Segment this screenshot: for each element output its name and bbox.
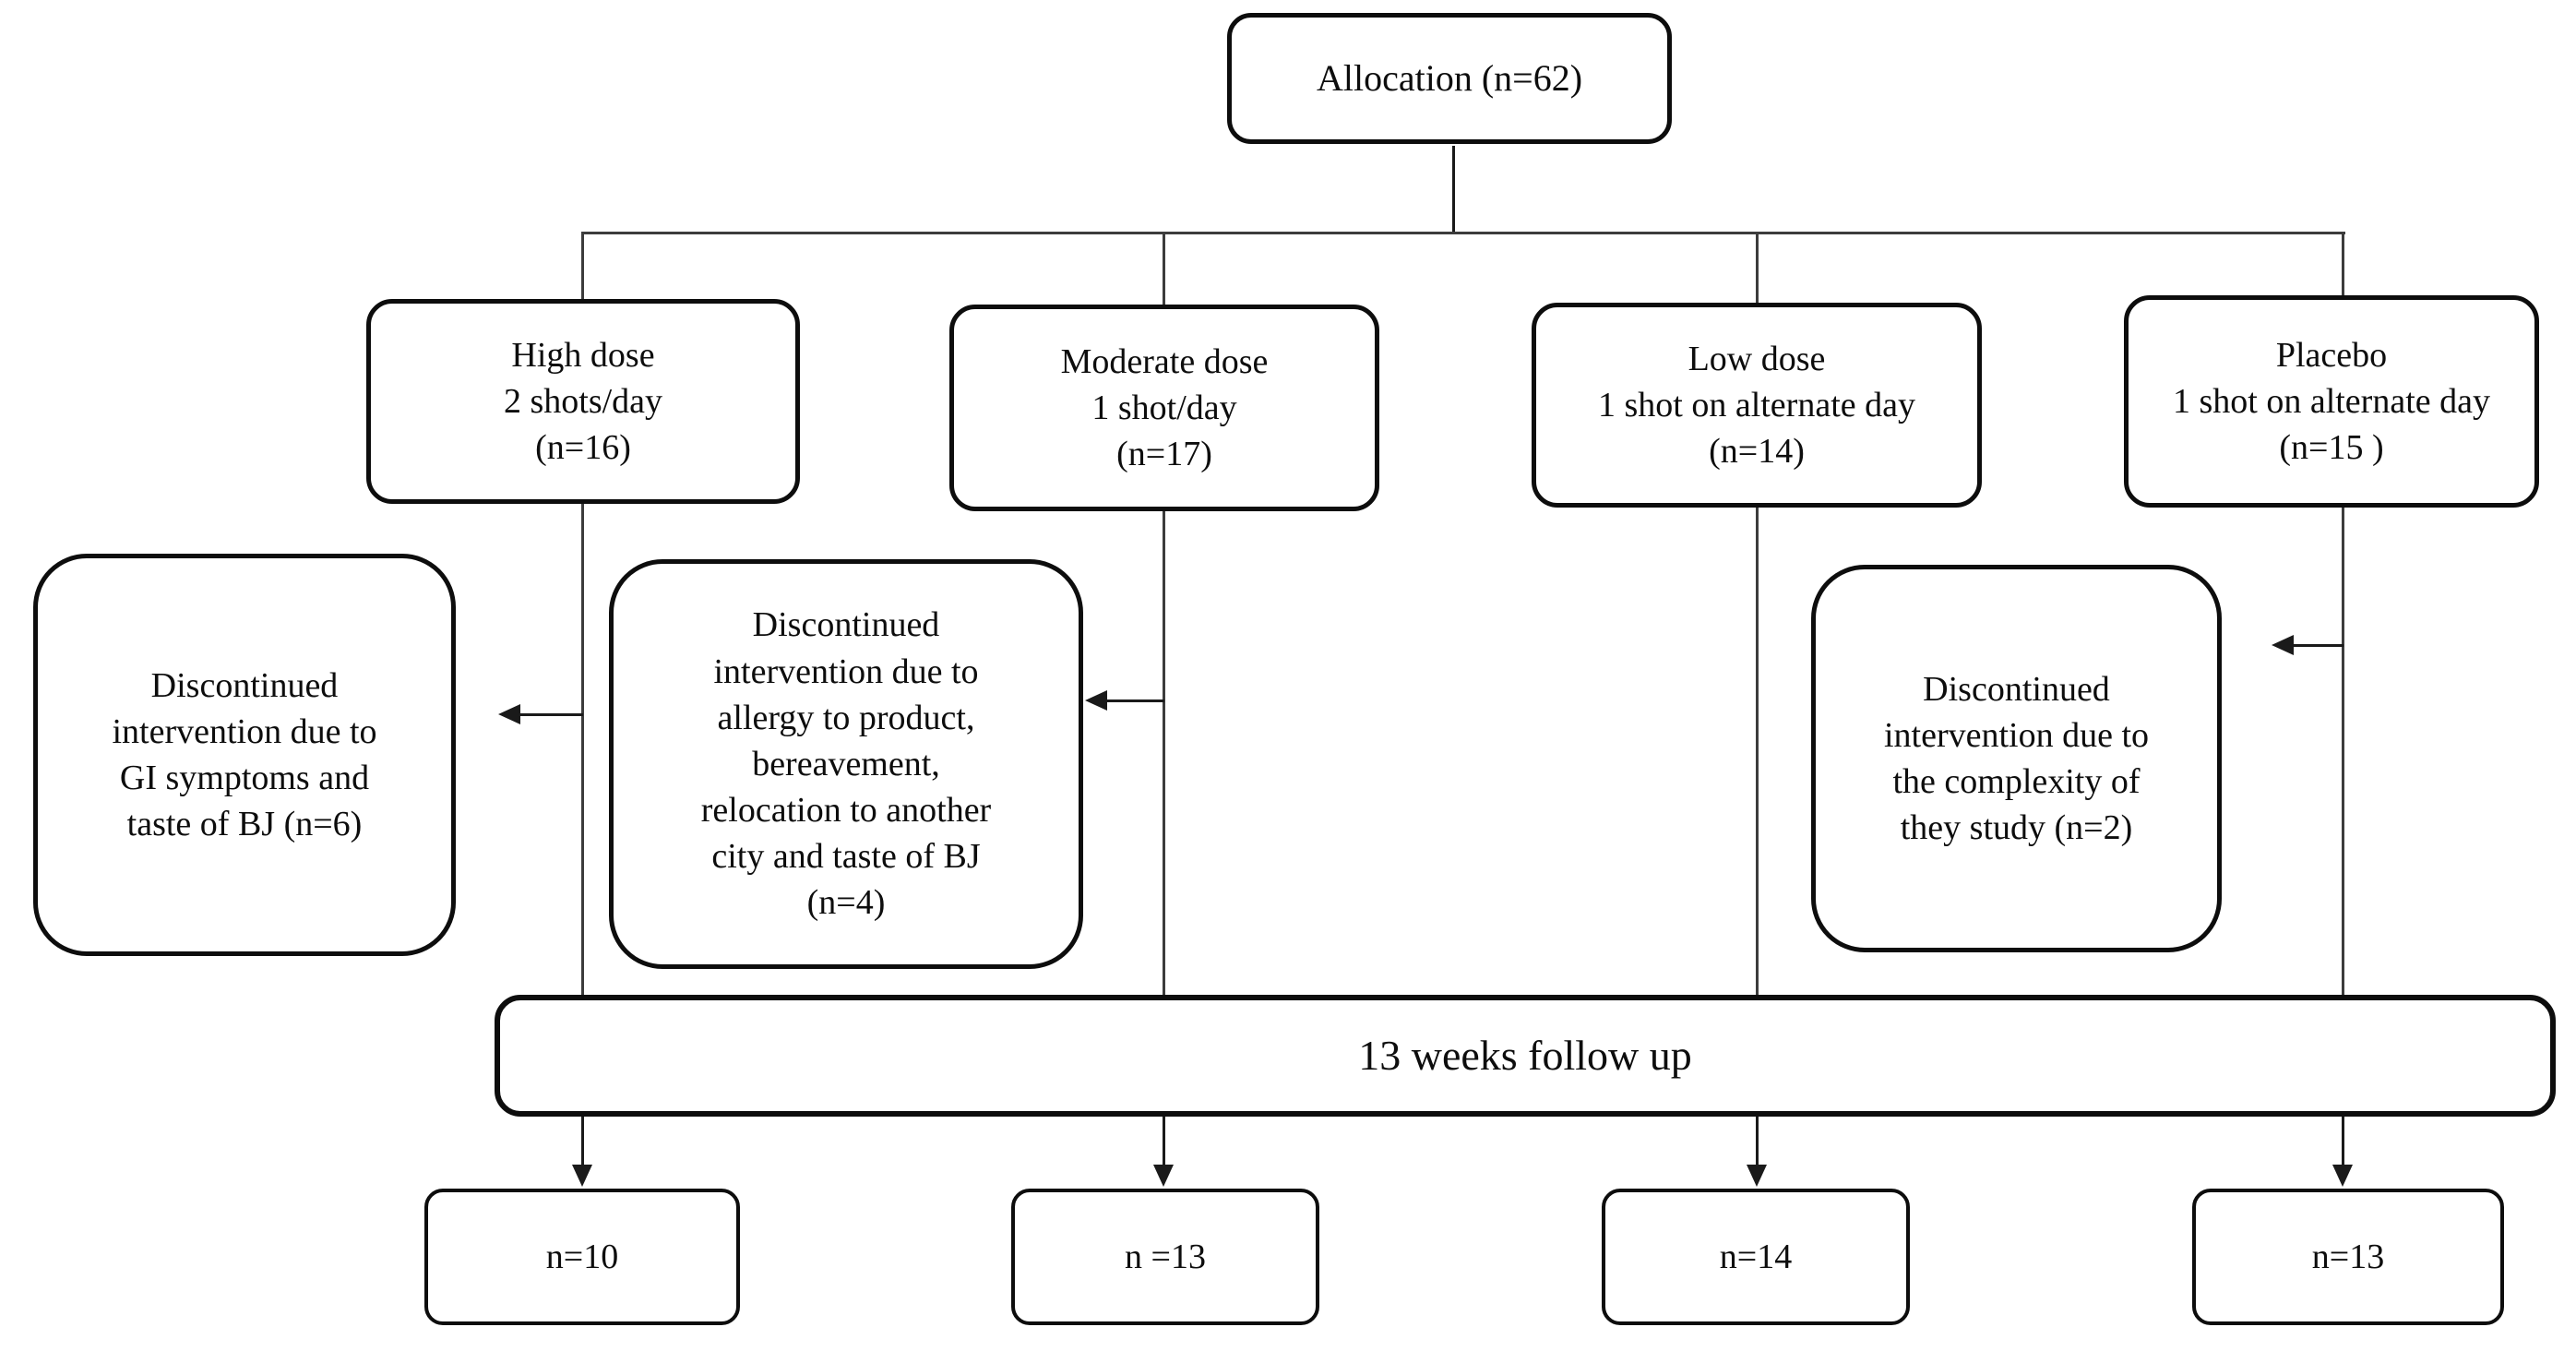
outcome-arrow-line-high-dose xyxy=(581,1117,584,1166)
outcome-box-high-dose: n=10 xyxy=(424,1189,740,1325)
arm-box-high-dose: High dose 2 shots/day (n=16) xyxy=(366,299,800,504)
allocation-drop-line xyxy=(1452,146,1455,233)
flow-line-moderate-dose xyxy=(1163,511,1165,995)
discontinue-arrow-line-moderate-dose xyxy=(1105,699,1164,702)
discontinued-box-moderate-dose: Discontinued intervention due to allergy… xyxy=(609,559,1083,969)
drop-line-moderate-dose xyxy=(1163,232,1165,306)
discontinue-arrow-line-placebo xyxy=(2292,644,2343,647)
outcome-arrow-line-low-dose xyxy=(1756,1117,1759,1166)
flow-line-placebo xyxy=(2342,508,2344,995)
outcome-box-low-dose: n=14 xyxy=(1602,1189,1910,1325)
outcome-box-placebo: n=13 xyxy=(2192,1189,2504,1325)
arm-box-placebo: Placebo 1 shot on alternate day (n=15 ) xyxy=(2124,295,2539,508)
discontinue-arrow-line-high-dose xyxy=(519,713,583,716)
arrowhead-left-icon xyxy=(1085,690,1107,711)
drop-line-high-dose xyxy=(581,232,584,303)
discontinued-box-high-dose: Discontinued intervention due to GI symp… xyxy=(33,554,456,956)
allocation-box: Allocation (n=62) xyxy=(1227,13,1672,144)
outcome-arrow-line-placebo xyxy=(2342,1117,2344,1166)
arrowhead-down-icon xyxy=(1747,1165,1767,1187)
outcome-box-moderate-dose: n =13 xyxy=(1011,1189,1319,1325)
arrowhead-left-icon xyxy=(2272,635,2294,655)
drop-line-low-dose xyxy=(1756,232,1759,305)
connector-rail-line xyxy=(581,232,2345,234)
arm-box-low-dose: Low dose 1 shot on alternate day (n=14) xyxy=(1532,303,1982,508)
arrowhead-down-icon xyxy=(2332,1165,2353,1187)
drop-line-placebo xyxy=(2342,232,2344,297)
arrowhead-left-icon xyxy=(498,704,520,724)
outcome-arrow-line-moderate-dose xyxy=(1163,1117,1165,1166)
arrowhead-down-icon xyxy=(1153,1165,1174,1187)
arm-box-moderate-dose: Moderate dose 1 shot/day (n=17) xyxy=(949,305,1379,511)
discontinued-box-placebo: Discontinued intervention due to the com… xyxy=(1811,565,2222,952)
followup-bar: 13 weeks follow up xyxy=(495,995,2556,1117)
arrowhead-down-icon xyxy=(572,1165,592,1187)
flow-line-high-dose xyxy=(581,504,584,995)
flow-line-low-dose xyxy=(1756,508,1759,995)
